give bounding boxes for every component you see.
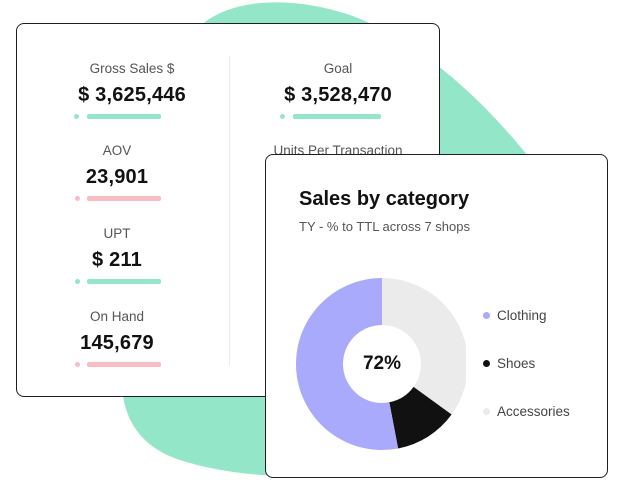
goal-bar-line [293,114,381,119]
kpi-gross-sales: Gross Sales $ $ 3,625,446 [32,61,232,119]
on-hand-value: 145,679 [80,332,154,354]
gross-sales-bar-line [87,114,161,119]
upt-bar-dot [75,279,80,284]
goal-value: $ 3,528,470 [284,84,392,106]
kpi-aov: AOV 23,901 [17,143,217,201]
legend-label-shoes: Shoes [497,355,536,371]
kpi-upt: UPT $ 211 [17,226,217,284]
legend-label-accessories: Accessories [497,403,570,419]
goal-label: Goal [323,61,353,76]
donut-slice-accessories [382,278,466,415]
gross-sales-bar-dot [74,114,79,119]
aov-bar-dot [75,196,80,201]
upt-bar-line [87,279,161,284]
sales-card-title: Sales by category [299,188,470,210]
legend-item-shoes: Shoes [483,354,535,372]
sales-card-subtitle: TY - % to TTL across 7 shops [299,219,470,234]
upt-value: $ 211 [92,249,142,271]
gross-sales-label: Gross Sales $ [89,61,175,76]
kpi-divider [229,56,230,366]
legend-label-clothing: Clothing [497,307,547,323]
donut-center-label: 72% [363,353,401,374]
upt-label: UPT [103,226,131,241]
aov-label: AOV [102,143,132,158]
on-hand-bar [17,361,217,367]
clothing-dot-icon [483,311,490,319]
sales-donut-chart: 72% [296,278,466,450]
on-hand-bar-dot [75,362,80,367]
legend-item-accessories: Accessories [483,402,570,420]
shoes-dot-icon [483,359,490,367]
sales-by-category-card: Sales by category TY - % to TTL across 7… [265,154,608,478]
aov-bar-line [87,196,161,201]
aov-bar [17,195,217,201]
donut-slice-clothing [296,278,399,450]
upt-bar [17,278,217,284]
gross-sales-value: $ 3,625,446 [78,84,186,106]
kpi-on-hand: On Hand 145,679 [17,309,217,367]
legend-item-clothing: Clothing [483,306,547,324]
donut-slice-shoes [389,386,452,449]
kpi-goal: Goal $ 3,528,470 [238,61,438,119]
on-hand-bar-line [87,362,161,367]
on-hand-label: On Hand [89,309,145,324]
gross-sales-bar [32,113,232,119]
accessories-dot-icon [483,407,490,415]
goal-bar-dot [280,114,285,119]
goal-bar [238,113,438,119]
aov-value: 23,901 [85,166,149,188]
